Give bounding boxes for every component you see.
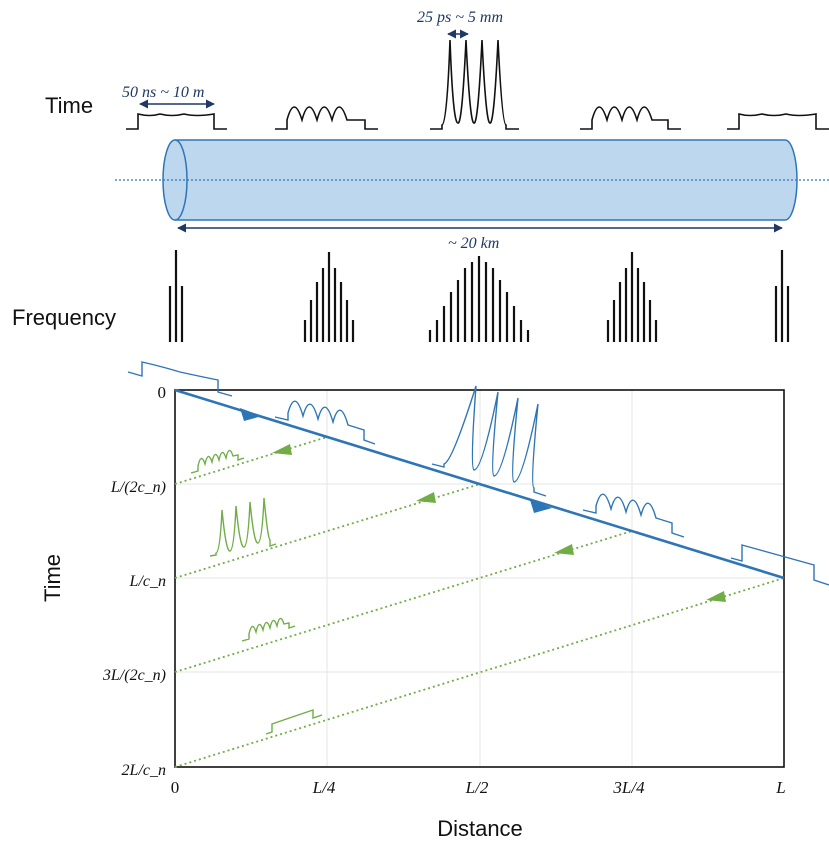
blue-pulse-3 bbox=[582, 493, 685, 538]
blue-pulse-0 bbox=[127, 361, 233, 397]
y-tick-0: 0 bbox=[158, 383, 167, 402]
x-tick-0: 0 bbox=[171, 778, 180, 797]
x-tick-2: L/2 bbox=[465, 778, 489, 797]
green-pulse-1 bbox=[190, 449, 245, 474]
blue-pulse-4 bbox=[730, 544, 829, 586]
frequency-comb-2 bbox=[303, 252, 355, 342]
y-axis-title: Time bbox=[40, 554, 65, 602]
input-pulse-annotation: 50 ns ~ 10 m bbox=[122, 84, 204, 101]
time-pulse-3 bbox=[430, 39, 519, 130]
plot-gridlines bbox=[175, 390, 784, 767]
y-tick-1: L/(2c_n) bbox=[110, 479, 166, 496]
plot-frame bbox=[174, 389, 785, 768]
x-tick-4: L bbox=[775, 778, 785, 797]
frequency-comb-5 bbox=[774, 250, 790, 342]
y-tick-4: 2L/c_n bbox=[122, 762, 166, 779]
fiber-cylinder bbox=[162, 139, 798, 221]
x-tick-1: L/4 bbox=[312, 778, 336, 797]
green-pulse-3 bbox=[241, 617, 296, 642]
frequency-comb-4 bbox=[606, 252, 658, 342]
time-pulse-5 bbox=[727, 112, 829, 130]
y-tick-2: L/c_n bbox=[129, 573, 166, 590]
blue-pulse-2 bbox=[431, 385, 547, 497]
backward-arrowheads bbox=[272, 444, 726, 602]
time-row-label: Time bbox=[45, 93, 93, 118]
time-pulse-4 bbox=[580, 106, 681, 130]
forward-trace bbox=[174, 388, 785, 580]
time-pulse-2 bbox=[275, 106, 378, 130]
green-pulse-4 bbox=[265, 709, 323, 735]
blue-pulse-1 bbox=[274, 400, 376, 445]
green-pulse-2 bbox=[209, 497, 277, 557]
forward-arrowheads bbox=[240, 408, 552, 513]
frequency-row-label: Frequency bbox=[12, 305, 116, 330]
y-tick-3: 3L/(2c_n) bbox=[102, 667, 166, 684]
compressed-pulse-annotation: 25 ps ~ 5 mm bbox=[417, 9, 503, 26]
time-pulse-1 bbox=[126, 112, 227, 130]
x-tick-3: 3L/4 bbox=[612, 778, 645, 797]
fiber-length-annotation: ~ 20 km bbox=[448, 235, 499, 252]
x-axis-title: Distance bbox=[437, 816, 523, 841]
frequency-comb-1 bbox=[168, 250, 184, 342]
frequency-comb-3 bbox=[428, 256, 530, 342]
